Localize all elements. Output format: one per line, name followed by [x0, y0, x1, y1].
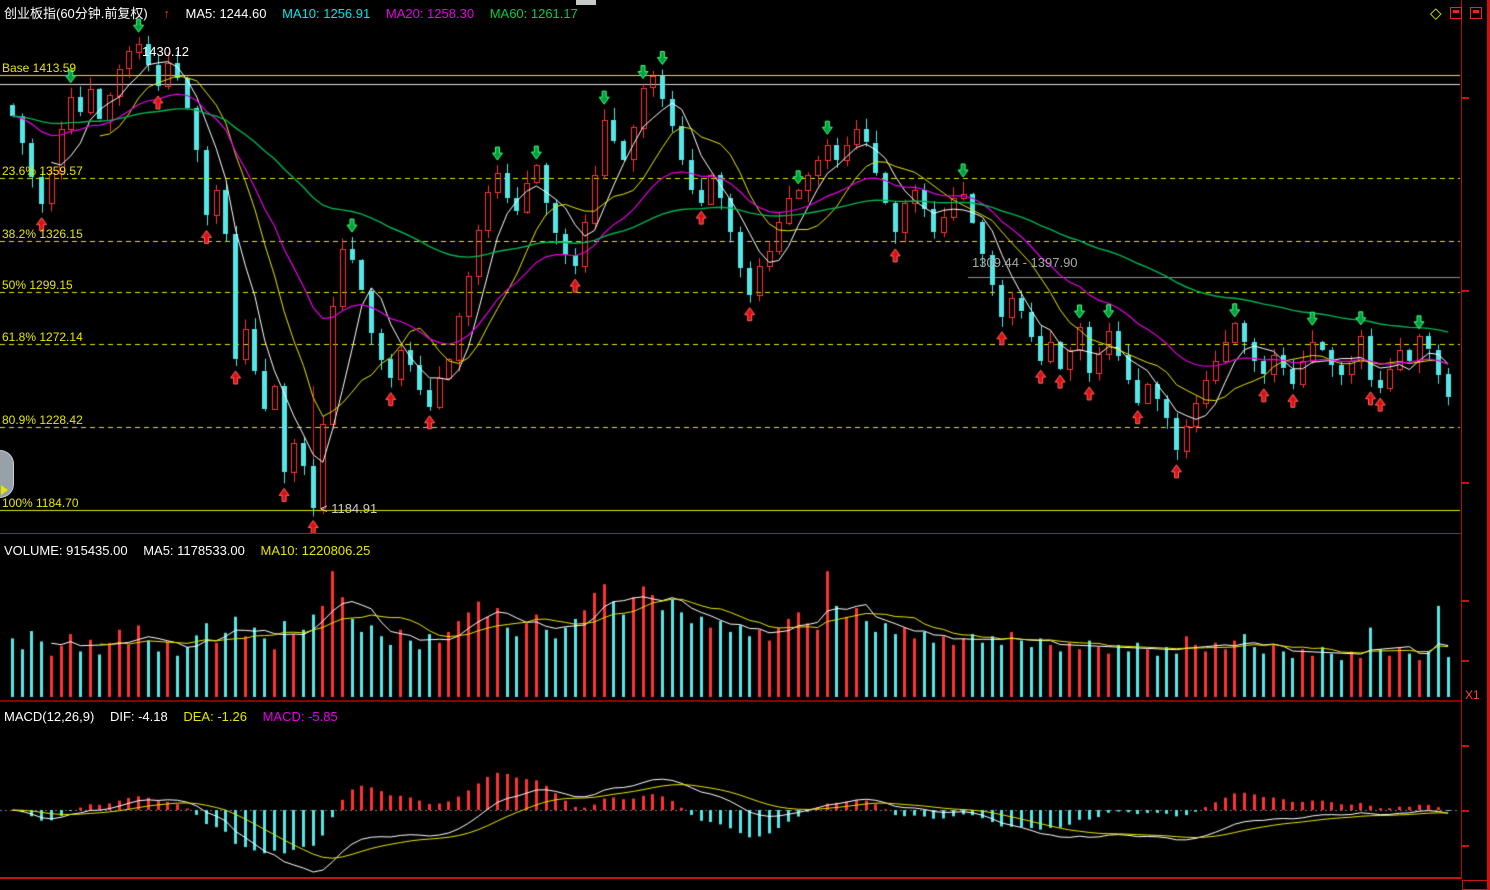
- volume-label: VOLUME: 915435.00: [4, 543, 128, 558]
- main-volume-divider[interactable]: [0, 533, 1461, 534]
- fib-level-50: 50% 1299.15: [2, 278, 73, 293]
- range-annotation: 1309.44 - 1397.90: [972, 255, 1078, 270]
- macd-header: MACD(12,26,9) DIF: -4.18 DEA: -1.26 MACD…: [4, 709, 350, 724]
- x1-scale-label[interactable]: X1: [1465, 688, 1480, 702]
- dea-label: DEA: -1.26: [183, 709, 247, 724]
- fib-level-382: 38.2% 1326.15: [2, 227, 83, 242]
- ma60-label: MA60: 1261.17: [489, 6, 578, 21]
- fib-level-base: Base 1413.59: [2, 61, 77, 75]
- volume-header: VOLUME: 915435.00 MA5: 1178533.00 MA10: …: [4, 543, 382, 558]
- fib-level-809: 80.9% 1228.42: [2, 412, 83, 427]
- window-icon-2[interactable]: [1470, 7, 1483, 19]
- main-chart-canvas[interactable]: [0, 0, 1490, 533]
- peak-price-annotation: 1430.12: [142, 44, 189, 59]
- right-price-axis: [1461, 0, 1462, 879]
- ma5-label: MA5: 1244.60: [185, 6, 267, 21]
- fib-level-100: 100% 1184.70: [2, 496, 79, 510]
- titlebar-icons: ◇: [1430, 4, 1483, 23]
- main-chart-header: 创业板指(60分钟.前复权) ↑ MA5: 1244.60 MA10: 1256…: [4, 3, 590, 22]
- macd-value-label: MACD: -5.85: [262, 709, 338, 724]
- axis-tick: [1462, 482, 1469, 484]
- right-frame-border: [1487, 0, 1490, 890]
- volume-ma5-label: MA5: 1178533.00: [143, 543, 245, 558]
- axis-tick: [1462, 600, 1469, 602]
- splitter-handle[interactable]: [576, 0, 596, 5]
- macd-chart-canvas[interactable]: [0, 702, 1461, 877]
- chart-title: 创业板指(60分钟.前复权): [4, 6, 148, 21]
- ma10-label: MA10: 1256.91: [282, 6, 371, 21]
- volume-ma10-label: MA10: 1220806.25: [260, 543, 371, 558]
- volume-macd-divider[interactable]: [0, 700, 1461, 702]
- dif-label: DIF: -4.18: [109, 709, 168, 724]
- fib-level-236: 23.6% 1359.57: [2, 163, 83, 178]
- bottom-right-marker: [1462, 880, 1488, 890]
- ma20-label: MA20: 1258.30: [385, 6, 475, 21]
- axis-tick: [1462, 97, 1469, 99]
- axis-tick: [1462, 660, 1469, 662]
- axis-tick: [1462, 745, 1469, 747]
- macd-title: MACD(12,26,9): [4, 709, 95, 724]
- low-price-annotation: < 1184.91: [320, 501, 378, 516]
- axis-tick: [1462, 290, 1469, 292]
- diamond-icon[interactable]: ◇: [1430, 5, 1442, 22]
- fib-level-618: 61.8% 1272.14: [2, 329, 83, 344]
- up-arrow-icon: ↑: [163, 6, 170, 21]
- volume-chart-canvas[interactable]: [0, 534, 1461, 700]
- axis-tick: [1462, 810, 1469, 812]
- collapse-caret-icon: [1, 485, 8, 495]
- window-icon-1[interactable]: [1450, 7, 1462, 19]
- bottom-border: [0, 877, 1461, 879]
- axis-tick: [1462, 845, 1469, 847]
